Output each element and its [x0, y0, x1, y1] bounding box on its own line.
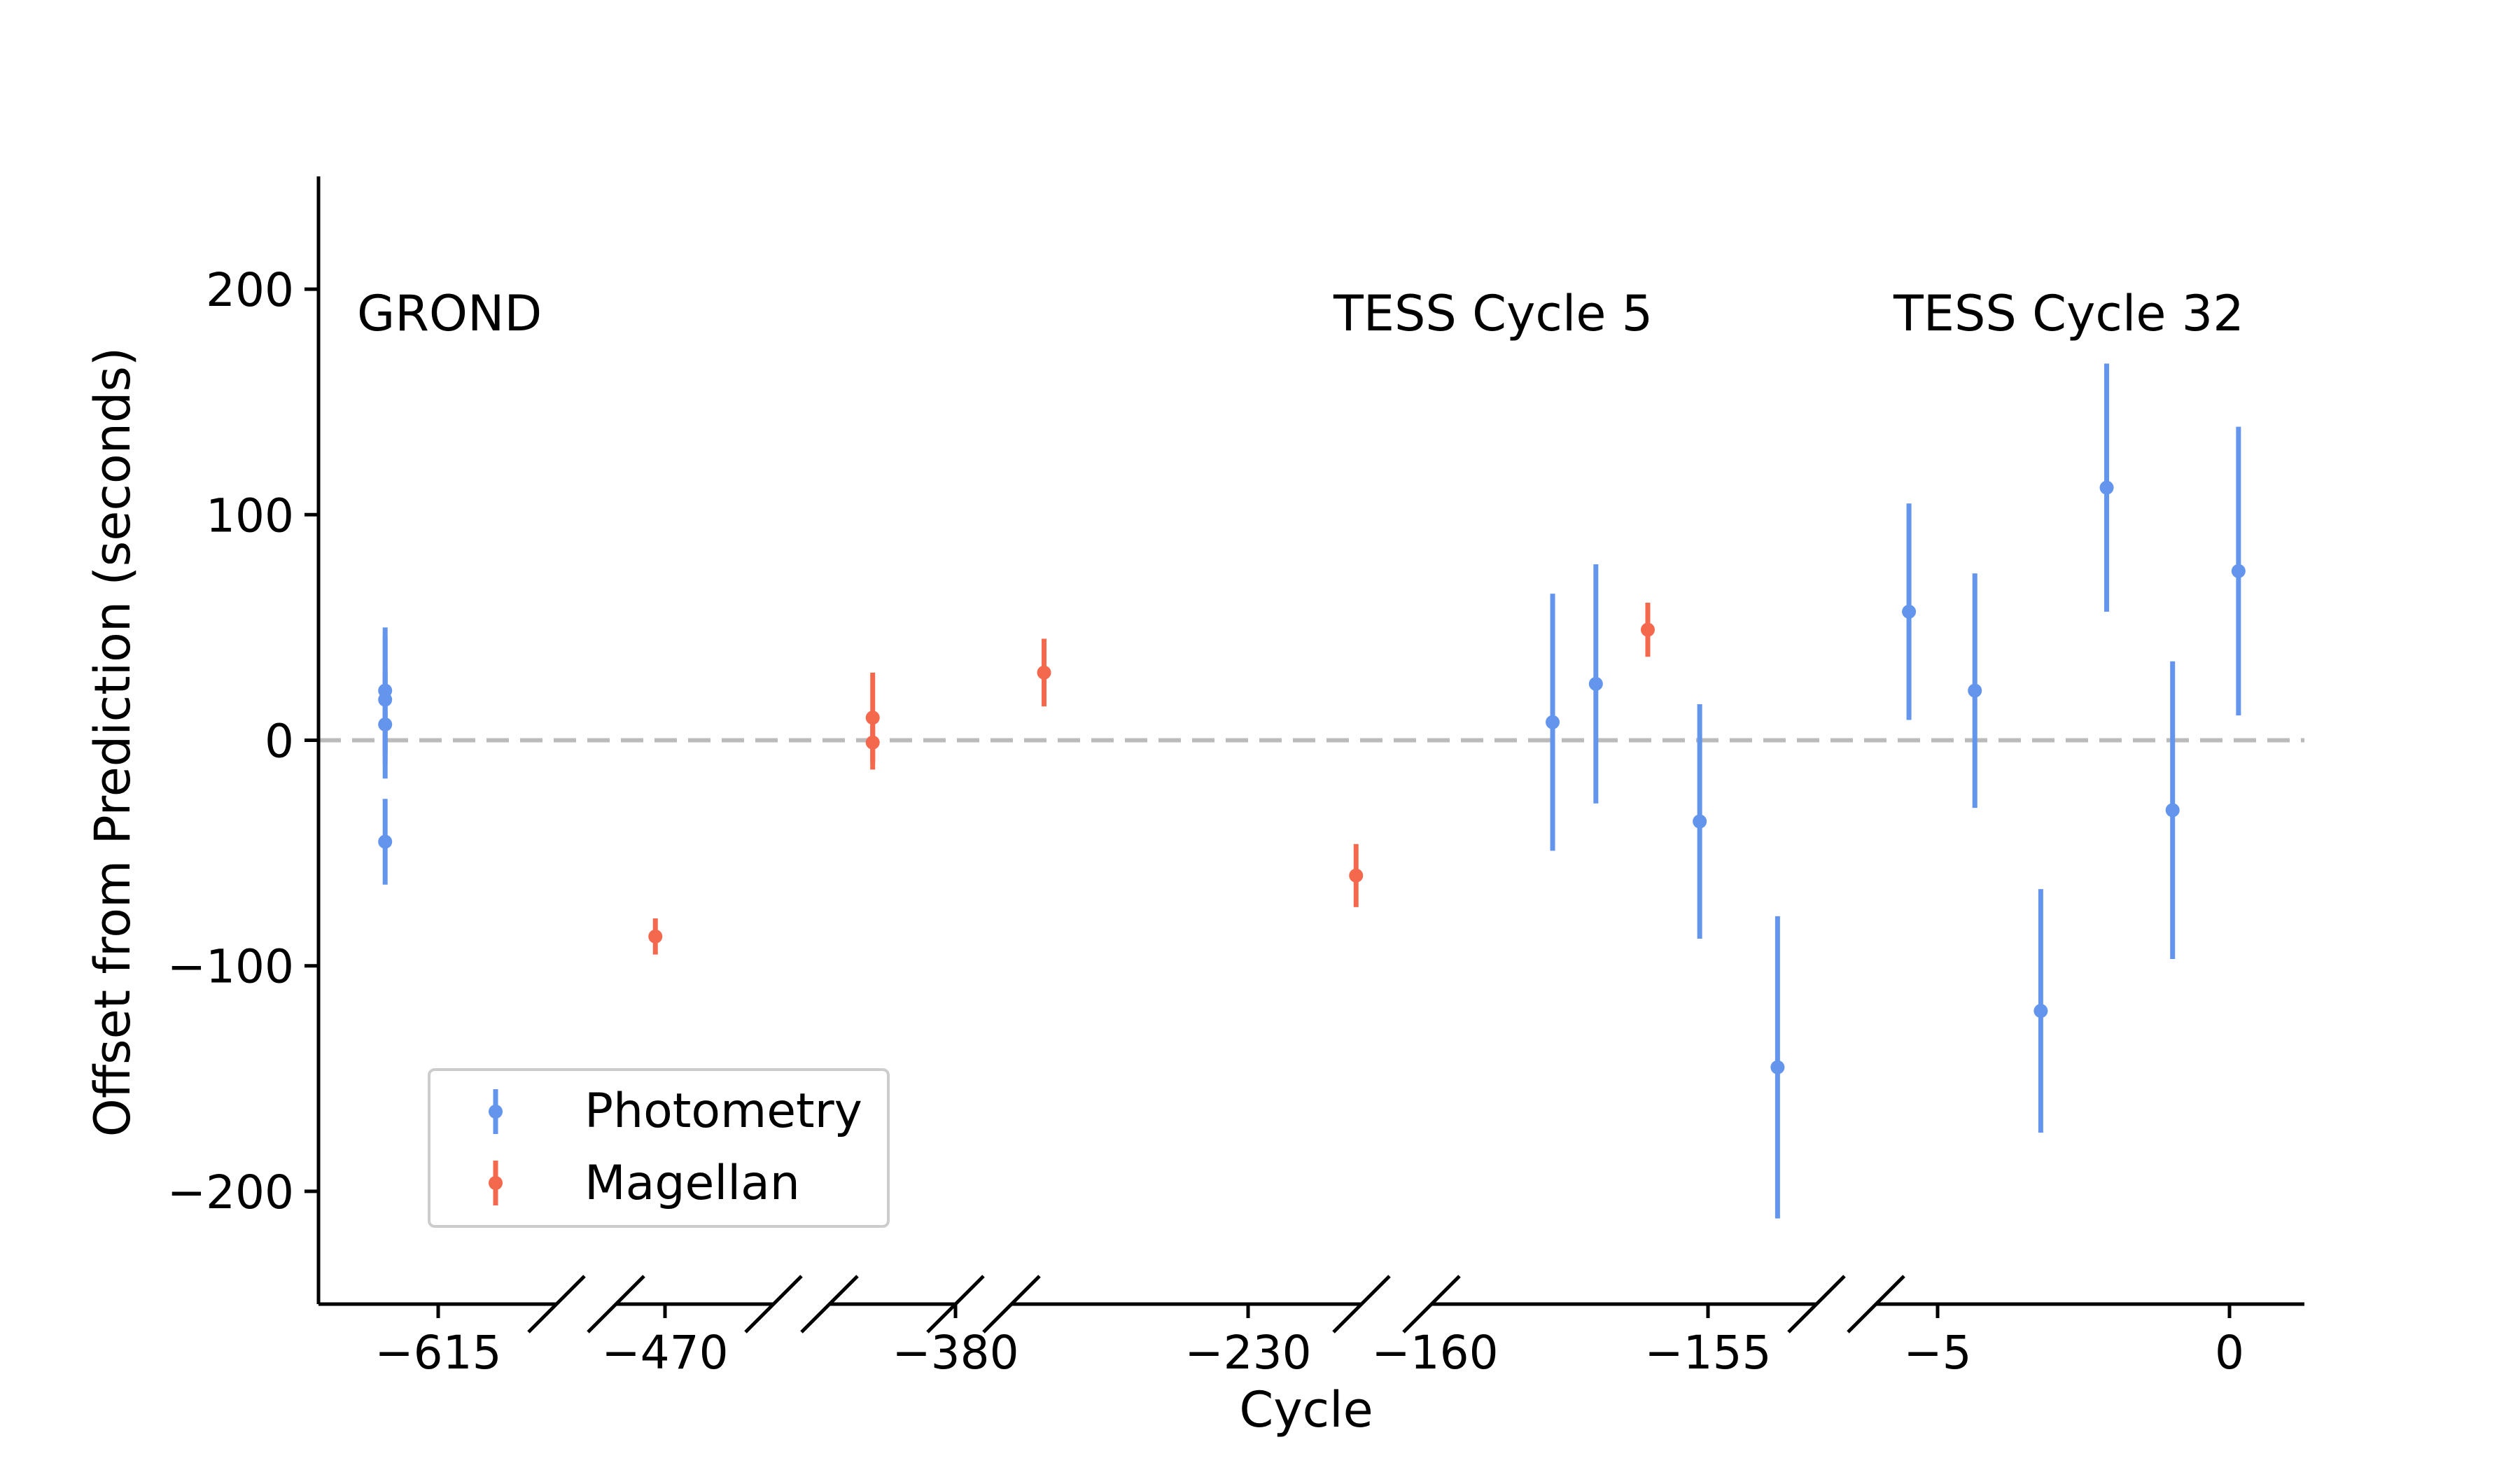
annotation-tess-cycle-5: TESS Cycle 5 — [1333, 285, 1653, 342]
x-tick-label: −5 — [1903, 1326, 1971, 1380]
x-tick-label: 0 — [2215, 1326, 2244, 1380]
y-tick-label: 100 — [206, 489, 294, 542]
magellan-data-point — [1640, 622, 1655, 637]
axis-break-mark — [744, 1275, 803, 1334]
x-axis-label: Cycle — [1239, 1381, 1373, 1438]
x-tick-label: −470 — [601, 1326, 728, 1380]
x-tick-label: −615 — [374, 1326, 501, 1380]
photometry-data-point — [378, 717, 393, 732]
legend-label-photometry: Photometry — [584, 1084, 862, 1139]
legend-markers — [489, 1089, 503, 1205]
axis-break-mark — [1787, 1275, 1846, 1334]
y-axis-label: Offset from Prediction (seconds) — [84, 347, 141, 1137]
magellan-data-point — [1349, 868, 1364, 883]
y-tick-label: 0 — [265, 715, 294, 769]
photometry-data-point — [2033, 1004, 2048, 1018]
y-tick-label: −100 — [167, 940, 294, 994]
photometry-data-point — [2099, 480, 2114, 495]
series-magellan — [648, 602, 1655, 955]
axis-break-mark — [1402, 1275, 1461, 1334]
photometry-data-point — [1902, 604, 1917, 619]
axis-break-mark — [1332, 1275, 1391, 1334]
axis-break-mark — [1847, 1275, 1905, 1334]
y-tick-label: 200 — [206, 263, 294, 317]
legend-frame — [428, 1068, 890, 1228]
annotation-grond: GROND — [357, 285, 542, 342]
x-axis: −615 −470 −380 −230 −160 −155 −5 0 — [318, 1275, 2304, 1380]
photometry-data-point — [1693, 814, 1707, 829]
magellan-data-point — [1037, 665, 1051, 680]
series-photometry — [378, 363, 2246, 1219]
legend-label-magellan: Magellan — [584, 1156, 800, 1211]
axis-break-mark — [587, 1275, 645, 1334]
y-tick-label: −200 — [167, 1166, 294, 1219]
photometry-data-point — [1546, 715, 1560, 729]
data-marks — [378, 363, 2246, 1219]
photometry-data-point — [2231, 564, 2246, 578]
legend-marker-photometry-point — [489, 1105, 503, 1119]
magellan-data-point — [648, 929, 663, 944]
x-tick-label: −380 — [892, 1326, 1018, 1380]
x-tick-label: −160 — [1371, 1326, 1498, 1380]
legend: Photometry Magellan — [428, 1068, 890, 1228]
photometry-data-point — [378, 834, 393, 849]
photometry-data-point — [1968, 683, 1982, 698]
x-tick-label: −155 — [1644, 1326, 1771, 1380]
x-tick-label: −230 — [1184, 1326, 1311, 1380]
axis-break-mark — [982, 1275, 1041, 1334]
photometry-data-point — [1588, 676, 1603, 691]
annotation-tess-cycle-32: TESS Cycle 32 — [1893, 285, 2244, 342]
axis-break-mark — [800, 1275, 859, 1334]
y-axis-ticks: −200 −100 0 100 200 — [167, 263, 318, 1219]
legend-marker-magellan-point — [489, 1176, 503, 1190]
magellan-data-point — [865, 735, 880, 750]
photometry-data-point — [1770, 1060, 1785, 1074]
axis-break-mark — [527, 1275, 586, 1334]
photometry-data-point — [2165, 803, 2180, 818]
